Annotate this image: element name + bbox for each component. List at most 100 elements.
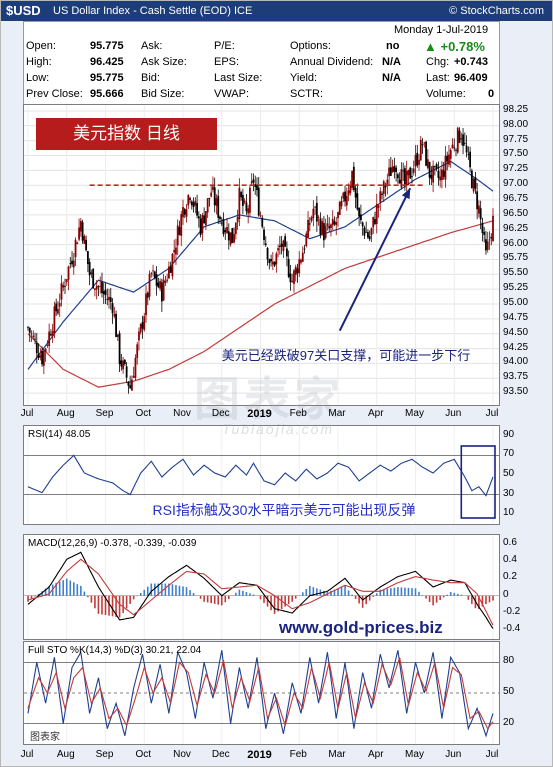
macd-histogram-bar <box>375 593 378 596</box>
candle-body <box>136 344 139 358</box>
candle-body <box>162 279 165 301</box>
macd-histogram-bar <box>478 595 480 610</box>
macd-histogram-bar <box>213 595 216 604</box>
macd-histogram-bar <box>456 593 459 596</box>
dividend-label: Annual Dividend: <box>290 56 374 68</box>
candle-body <box>432 165 435 183</box>
price-y-tick: 94.75 <box>503 311 529 323</box>
chart-title-box: 美元指数 日线 <box>36 118 217 150</box>
sto-y-tick: 20 <box>503 716 515 728</box>
candle-body <box>409 167 412 179</box>
watermark-sub: Tubiaojia.com <box>221 421 335 437</box>
eps-label: EPS: <box>214 56 240 68</box>
candle-body <box>319 218 322 235</box>
candle-body <box>324 226 327 239</box>
candle-body <box>65 279 68 283</box>
macd-histogram-bar <box>206 595 209 603</box>
candle-body <box>386 179 389 185</box>
candle-body <box>217 195 220 218</box>
candle-body <box>254 184 257 187</box>
open-label: Open: <box>26 40 56 52</box>
candle-body <box>201 215 204 234</box>
candle-body <box>101 282 103 293</box>
price-x-tick: Dec <box>211 408 230 419</box>
candle-body <box>48 331 51 346</box>
site-url[interactable]: www.gold-prices.biz <box>279 618 443 637</box>
rsi-title: RSI(14) 48.05 <box>28 429 91 440</box>
candle-body <box>27 327 29 329</box>
price-x-tick: 2019 <box>247 408 272 420</box>
macd-histogram-bar <box>453 592 456 596</box>
price-x-tick: Jul <box>20 408 34 419</box>
price-chart <box>24 105 499 405</box>
brand-link[interactable]: © StockCharts.com <box>449 5 544 17</box>
price-y-tick: 96.00 <box>503 237 529 249</box>
macd-histogram-bar <box>344 585 346 596</box>
macd-histogram-bar <box>294 595 297 599</box>
sma-200-line <box>27 220 494 388</box>
macd-histogram-bar <box>397 587 399 596</box>
macd-title: MACD(12,26,9) -0.378, -0.339, -0.039 <box>28 538 197 549</box>
candle-body <box>116 334 119 337</box>
volume-label: Volume: <box>426 88 466 100</box>
macd-histogram-bar <box>168 583 170 596</box>
candle-body <box>365 231 368 233</box>
candle-body <box>437 170 440 179</box>
sto-chart: Full STO %K(14,3) %D(3) 30.21, 22.04 <box>24 642 499 744</box>
candle-body <box>291 280 294 282</box>
macd-y-tick: -0.4 <box>503 623 521 635</box>
candle-body <box>476 191 479 210</box>
price-x-tick: Jul <box>485 408 499 419</box>
candle-body <box>199 218 202 235</box>
price-y-tick: 97.50 <box>503 148 529 160</box>
candle-body <box>462 134 464 146</box>
macd-histogram-bar <box>446 594 449 596</box>
sto-x-tick: May <box>405 749 424 760</box>
macd-histogram-bar <box>203 595 205 602</box>
candle-body <box>458 130 461 143</box>
macd-histogram-bar <box>273 595 276 614</box>
rsi-y-tick: 10 <box>503 507 515 519</box>
sto-x-tick: Sep <box>95 749 114 760</box>
price-y-tick: 97.75 <box>503 133 529 145</box>
macd-histogram-bar <box>101 595 103 615</box>
macd-histogram-bar <box>44 588 47 596</box>
sto-x-tick: Oct <box>135 749 152 760</box>
candle-body <box>416 152 419 166</box>
macd-histogram-bar <box>90 595 93 603</box>
candle-body <box>122 360 125 370</box>
candle-body <box>67 266 70 280</box>
macd-histogram-bar <box>175 584 177 596</box>
candle-body <box>247 208 250 214</box>
candle-body <box>44 348 47 352</box>
macd-histogram-bar <box>280 595 283 610</box>
macd-histogram-bar <box>189 590 191 596</box>
candle-body <box>356 193 359 210</box>
macd-histogram-bar <box>178 585 181 596</box>
macd-histogram-bar <box>312 587 315 596</box>
candle-body <box>270 258 272 262</box>
candle-body <box>282 240 285 252</box>
macd-histogram-bar <box>460 594 463 596</box>
volume-value: 0 <box>488 88 495 100</box>
macd-histogram-bar <box>432 595 434 606</box>
candle-body <box>249 187 251 213</box>
candle-body <box>483 232 486 235</box>
candle-body <box>245 202 248 212</box>
candle-body <box>210 192 213 197</box>
macd-histogram-bar <box>379 589 382 596</box>
candle-body <box>32 335 35 338</box>
candle-body <box>259 215 262 217</box>
candle-body <box>287 259 290 277</box>
macd-histogram-bar <box>485 595 487 605</box>
last-label: Last: <box>426 72 450 84</box>
candle-body <box>185 209 188 217</box>
candle-body <box>488 239 491 241</box>
macd-histogram-bar <box>361 595 364 608</box>
macd-histogram-bar <box>242 590 244 596</box>
macd-histogram-bar <box>411 588 413 596</box>
price-y-tick: 93.50 <box>503 386 529 398</box>
candle-body <box>278 245 281 247</box>
candle-body <box>229 232 232 245</box>
candle-body <box>449 149 452 159</box>
